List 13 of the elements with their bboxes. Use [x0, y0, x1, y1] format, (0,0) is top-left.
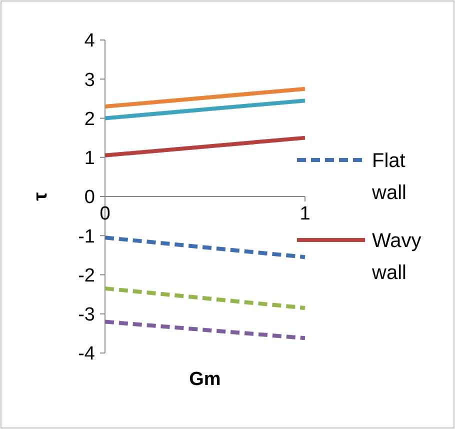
y-tick-label: -1 — [78, 226, 95, 248]
legend-label: Wavy wall — [371, 230, 422, 284]
x-axis-title: Gm — [189, 369, 221, 390]
legend-label: Flat wall — [371, 150, 406, 204]
y-tick-label: -2 — [78, 265, 95, 286]
y-tick-label: 1 — [84, 148, 95, 170]
y-tick-label: -4 — [78, 344, 96, 365]
y-tick-label: 0 — [84, 187, 95, 208]
y-tick-label: 3 — [84, 70, 95, 91]
y-tick-label: 2 — [84, 108, 95, 130]
y-axis-title: τ — [30, 192, 52, 201]
y-tick-label: 4 — [84, 30, 96, 52]
y-tick-label: -3 — [78, 304, 95, 326]
